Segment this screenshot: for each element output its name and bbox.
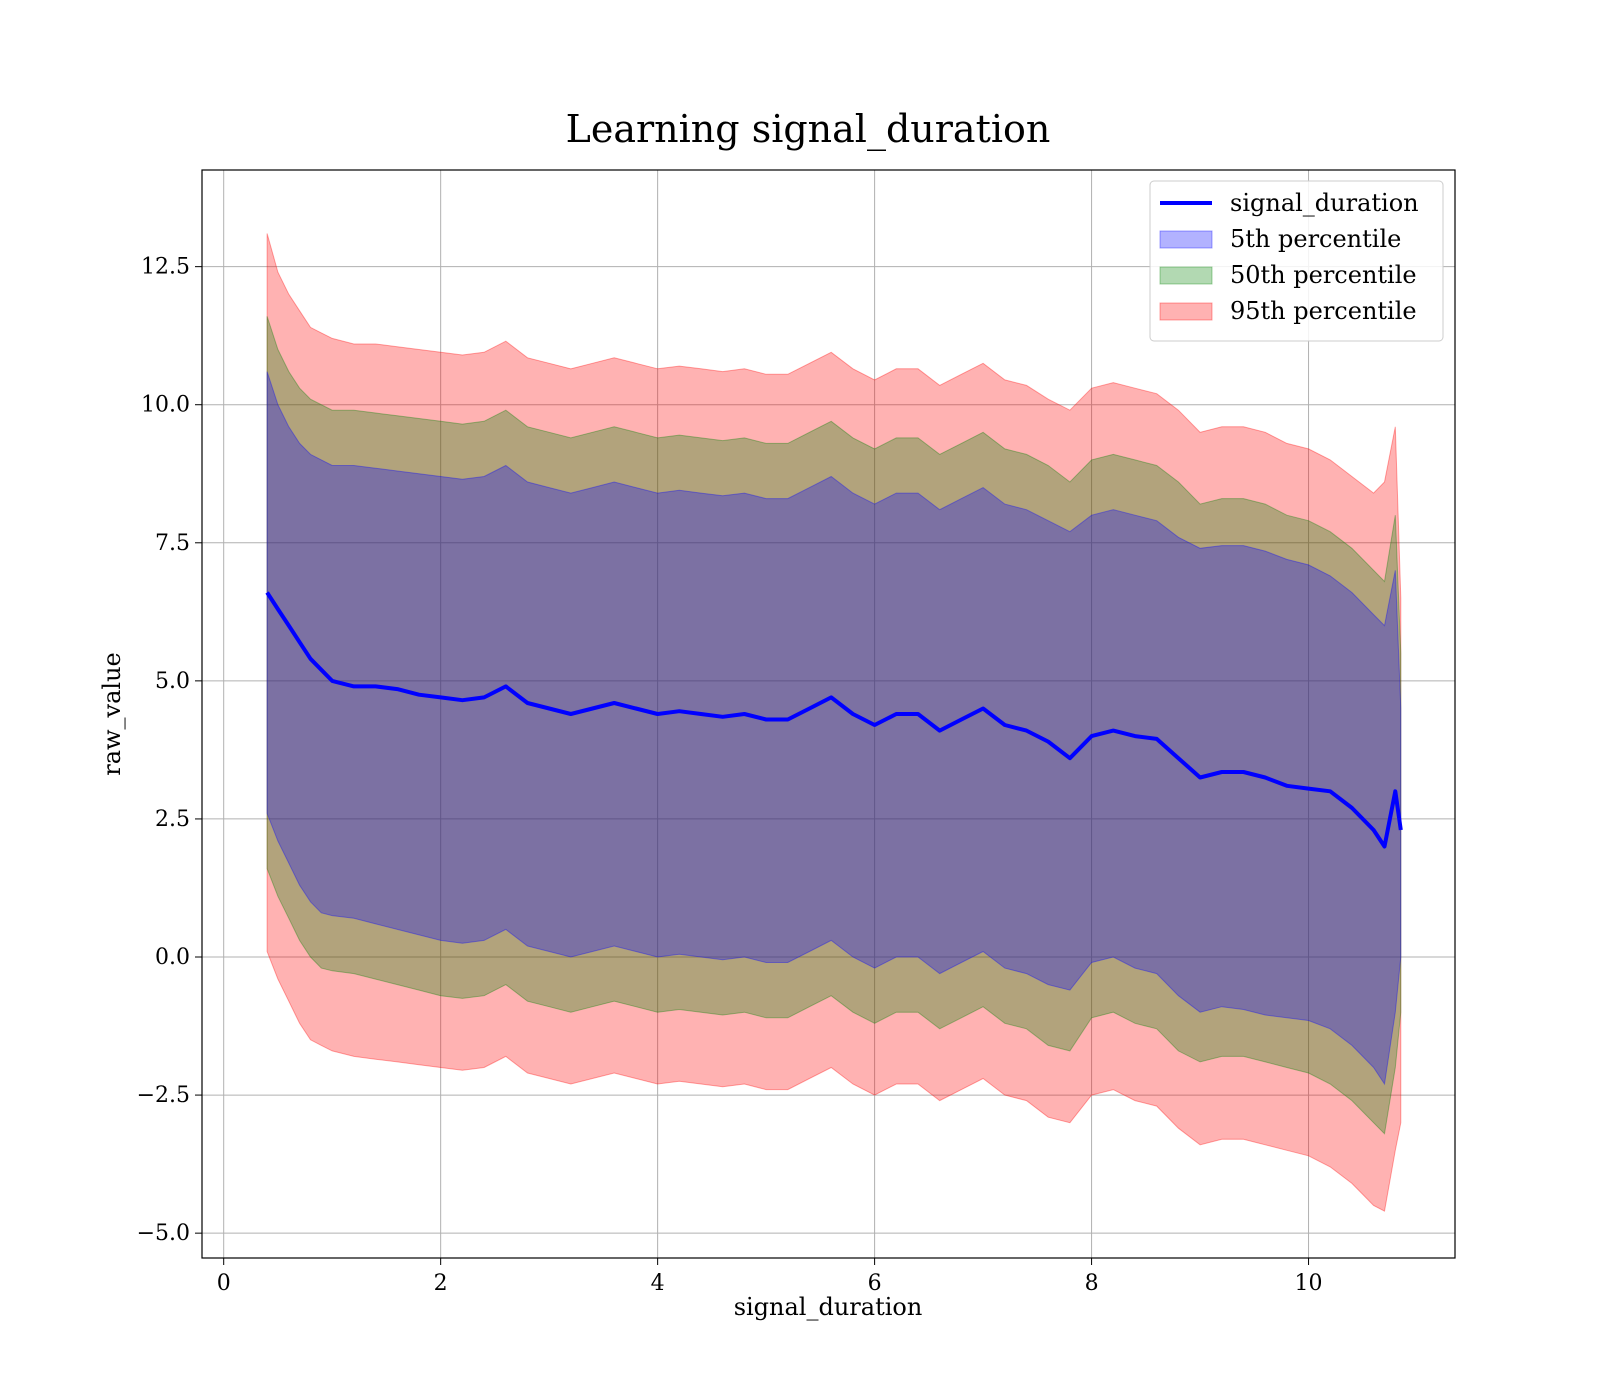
legend-label: signal_duration (1230, 189, 1419, 217)
percentile-bands (266, 233, 1402, 1212)
legend-label: 50th percentile (1230, 261, 1417, 289)
series-lines (265, 591, 1403, 849)
y-tick-label: 0.0 (155, 945, 190, 970)
band-50th-percentile (266, 316, 1402, 1135)
y-tick-label: 5.0 (155, 669, 190, 694)
band-95th-percentile (266, 233, 1402, 1212)
y-tick-label: 2.5 (155, 807, 190, 832)
y-tick-label: 10.0 (141, 393, 190, 418)
x-tick-label: 6 (868, 1271, 882, 1296)
x-axis-label: signal_duration (734, 1293, 923, 1321)
plot-frame (201, 169, 1456, 1259)
legend-label: 5th percentile (1230, 225, 1401, 253)
x-tick-label: 8 (1085, 1271, 1099, 1296)
y-tick-label: −5.0 (137, 1221, 190, 1246)
legend-swatch-band (1159, 266, 1213, 285)
y-tick-label: 12.5 (141, 255, 190, 280)
x-tick-label: 10 (1295, 1271, 1323, 1296)
band-5th-percentile (266, 371, 1402, 1086)
legend-swatch-band (1159, 230, 1213, 249)
series-line-signal_duration (265, 591, 1403, 849)
legend: signal_duration 5th percentile 50th percen… (1149, 180, 1444, 342)
y-axis-label: raw_value (98, 652, 126, 776)
x-tick-label: 4 (651, 1271, 665, 1296)
legend-label: 95th percentile (1230, 297, 1417, 325)
axis-ticks: 0 2 4 6 8 10 −5.0 −2.5 0.0 2.5 5.0 7.5 10.0 12.5 (137, 255, 1323, 1296)
chart-title: Learning signal_duration (566, 107, 1051, 152)
y-tick-label: 7.5 (155, 531, 190, 556)
x-tick-label: 0 (217, 1271, 231, 1296)
legend-box (1149, 180, 1444, 342)
y-tick-label: −2.5 (137, 1083, 190, 1108)
legend-swatch-band (1159, 302, 1213, 321)
x-tick-label: 2 (434, 1271, 448, 1296)
